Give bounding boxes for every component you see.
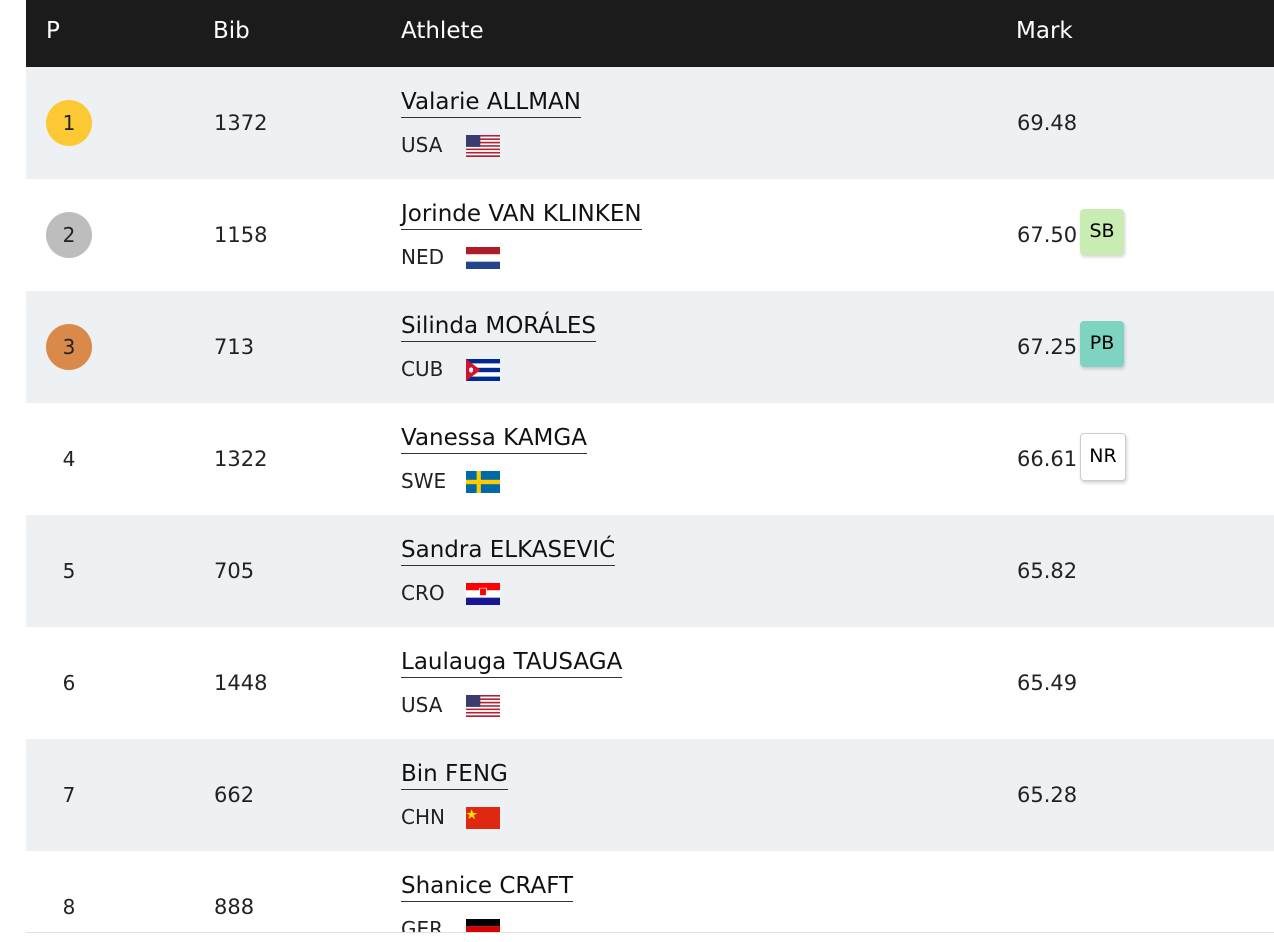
column-header: Athlete	[401, 18, 484, 44]
flag	[466, 247, 500, 269]
mark: 67.25	[1017, 335, 1078, 359]
bib: 1448	[214, 671, 268, 695]
bib: 1158	[214, 223, 268, 247]
column-header: Mark	[1016, 18, 1073, 44]
country: GER	[401, 917, 444, 933]
column-header: P	[46, 18, 60, 44]
mark: 67.50	[1017, 223, 1078, 247]
place: 5	[62, 559, 76, 583]
athlete-link[interactable]: Jorinde VAN KLINKEN	[401, 201, 642, 230]
athlete-link[interactable]: Valarie ALLMAN	[401, 89, 581, 118]
athlete-link[interactable]: Laulauga TAUSAGA	[401, 649, 623, 678]
place: 7	[62, 783, 76, 807]
country: CHN	[401, 805, 445, 829]
record-badge: SB	[1080, 209, 1124, 255]
country: CRO	[401, 581, 445, 605]
place: 6	[62, 671, 76, 695]
flag-icon	[466, 247, 500, 273]
flag	[466, 135, 500, 157]
mark: 65.82	[1017, 559, 1078, 583]
country: SWE	[401, 469, 447, 493]
country: CUB	[401, 357, 444, 381]
table-row: 5 705 Sandra ELKASEVIĆ CRO 65.82	[26, 515, 1274, 627]
table-row: 7 662 Bin FENG CHN 65.28	[26, 739, 1274, 851]
bib: 705	[214, 559, 255, 583]
athlete-link[interactable]: Silinda MORÁLES	[401, 313, 597, 342]
flag-icon	[466, 471, 500, 497]
flag-icon	[466, 583, 500, 609]
athlete-link[interactable]: Vanessa KAMGA	[401, 425, 587, 454]
bib: 1322	[214, 447, 268, 471]
table-header: P Bib Athlete Mark	[26, 0, 1274, 67]
table-row: 8 888 Shanice CRAFT GER	[26, 851, 1274, 933]
athlete-link[interactable]: Shanice CRAFT	[401, 873, 574, 902]
results-table: P Bib Athlete Mark 1 1372 Valarie ALLMAN US…	[26, 0, 1274, 933]
flag	[466, 359, 500, 381]
table-row: 1 1372 Valarie ALLMAN USA 69.48	[26, 67, 1274, 179]
place: 8	[62, 895, 76, 919]
column-header: Bib	[213, 18, 250, 44]
record-badge: PB	[1080, 321, 1124, 367]
place: 4	[62, 447, 76, 471]
flag	[466, 583, 500, 605]
place: 3	[46, 324, 92, 370]
flag	[466, 807, 500, 829]
mark: 65.28	[1017, 783, 1078, 807]
flag	[466, 695, 500, 717]
bib: 888	[214, 895, 255, 919]
table-row: 3 713 Silinda MORÁLES CUB 67.25 PB	[26, 291, 1274, 403]
mark: 65.49	[1017, 671, 1078, 695]
flag-icon	[466, 807, 500, 833]
bib: 1372	[214, 111, 268, 135]
mark: 66.61	[1017, 447, 1078, 471]
country: USA	[401, 693, 443, 717]
place: 1	[46, 100, 92, 146]
country: NED	[401, 245, 444, 269]
flag-icon	[466, 135, 500, 161]
mark: 69.48	[1017, 111, 1078, 135]
table-row: 2 1158 Jorinde VAN KLINKEN NED 67.50 SB	[26, 179, 1274, 291]
country: USA	[401, 133, 443, 157]
bib: 713	[214, 335, 255, 359]
place: 2	[46, 212, 92, 258]
record-badge: NR	[1080, 433, 1126, 481]
athlete-link[interactable]: Sandra ELKASEVIĆ	[401, 537, 616, 566]
flag-icon	[466, 919, 500, 932]
flag-icon	[466, 695, 500, 721]
flag-icon	[466, 359, 500, 385]
flag	[466, 919, 500, 932]
table-row: 4 1322 Vanessa KAMGA SWE 66.61 NR	[26, 403, 1274, 515]
table-row: 6 1448 Laulauga TAUSAGA USA 65.49	[26, 627, 1274, 739]
bib: 662	[214, 783, 255, 807]
flag	[466, 471, 500, 493]
athlete-link[interactable]: Bin FENG	[401, 761, 508, 790]
